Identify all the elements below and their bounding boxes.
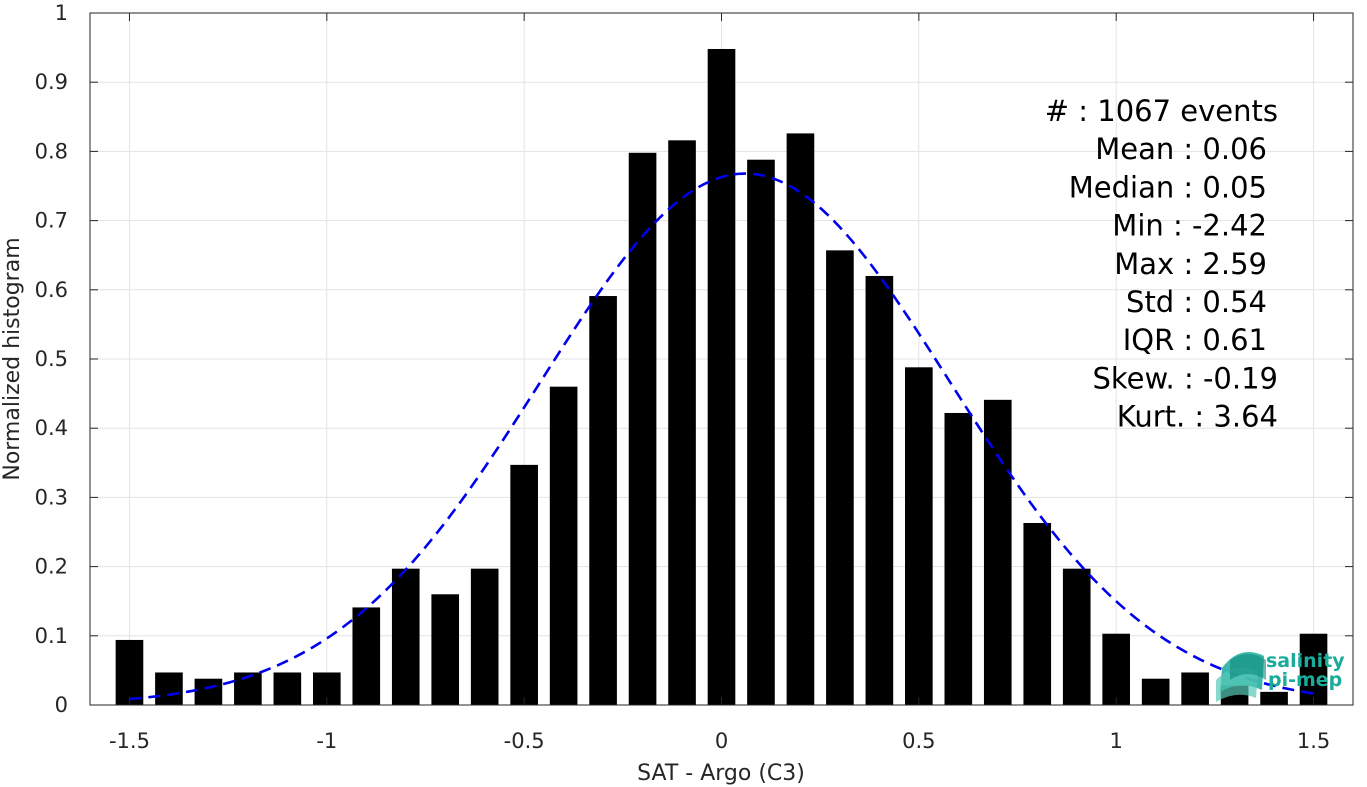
- histogram-bar: [1062, 568, 1091, 705]
- histogram-bar: [1023, 523, 1052, 705]
- histogram-bar: [668, 140, 696, 705]
- stat-line: Min : -2.42: [1112, 209, 1267, 243]
- logo-line1: salinity: [1266, 650, 1345, 672]
- y-tick-label: 0: [55, 693, 68, 717]
- histogram-bar: [1260, 691, 1288, 705]
- x-tick-label: -1.5: [109, 729, 150, 753]
- y-tick-label: 0.4: [35, 416, 68, 440]
- histogram-bar: [115, 639, 144, 705]
- stat-line: Median : 0.05: [1069, 170, 1267, 204]
- stat-line: Kurt. : 3.64: [1117, 400, 1278, 434]
- x-axis-ticks: -1.5 -1 -0.5 0 0.5 1 1.5: [109, 13, 1330, 753]
- y-tick-label: 0.2: [35, 555, 68, 579]
- histogram-bar: [905, 367, 933, 705]
- histogram-bar: [944, 412, 973, 705]
- salinity-pi-mep-logo: salinity pi-mep: [1216, 650, 1345, 702]
- x-tick-label: 1.5: [1297, 729, 1330, 753]
- histogram-bar: [628, 152, 657, 705]
- y-tick-label: 0.9: [35, 70, 68, 94]
- histogram-bar: [194, 678, 223, 705]
- gaussian-fit-line: [129, 172, 1314, 701]
- histogram-bar: [273, 672, 302, 705]
- histogram-bar: [352, 607, 381, 705]
- y-tick-label: 1: [55, 1, 68, 25]
- y-tick-label: 0.3: [35, 485, 68, 509]
- histogram-bar: [549, 386, 578, 705]
- x-tick-label: 0.5: [902, 729, 935, 753]
- histogram-bar: [391, 568, 420, 705]
- stat-line: IQR : 0.61: [1123, 323, 1267, 357]
- histogram-bar: [707, 48, 736, 705]
- y-tick-label: 0.8: [35, 139, 68, 163]
- histogram-bar: [747, 159, 775, 706]
- x-axis-label: SAT - Argo (C3): [637, 761, 805, 786]
- y-axis-label: Normalized histogram: [0, 237, 25, 480]
- y-tick-label: 0.7: [35, 209, 68, 233]
- x-tick-label: 0: [715, 729, 728, 753]
- histogram-bar: [589, 296, 617, 705]
- stat-line: Mean : 0.06: [1095, 132, 1267, 166]
- stats-panel: # : 1067 events Mean : 0.06 Median : 0.05 M…: [1045, 94, 1278, 434]
- y-tick-label: 0.1: [35, 624, 68, 648]
- logo-line2: pi-mep: [1268, 669, 1342, 691]
- y-axis-ticks: 0 0.1 0.2 0.3 0.4 0.5 0.6 0.7 0.8 0.9 1: [35, 1, 1353, 717]
- histogram-bar: [983, 399, 1012, 705]
- histogram-bar: [1181, 672, 1209, 705]
- histogram-bar: [470, 568, 499, 705]
- stat-line: Skew. : -0.19: [1092, 361, 1278, 395]
- logo-waves-icon: [1216, 652, 1266, 702]
- x-tick-label: -0.5: [504, 729, 545, 753]
- histogram-bar: [826, 250, 854, 705]
- y-tick-label: 0.6: [35, 278, 68, 302]
- histogram-bar: [786, 133, 815, 705]
- histogram-bar: [865, 275, 894, 705]
- bars: [115, 48, 1328, 706]
- stat-line: Std : 0.54: [1126, 285, 1267, 319]
- stat-line: Max : 2.59: [1114, 247, 1267, 281]
- stat-line: # : 1067 events: [1045, 94, 1278, 128]
- y-tick-label: 0.5: [35, 347, 68, 371]
- x-tick-label: 1: [1110, 729, 1123, 753]
- histogram-bar: [431, 594, 460, 705]
- x-tick-label: -1: [316, 729, 337, 753]
- histogram-bar: [1141, 678, 1170, 705]
- histogram-bar: [155, 672, 183, 705]
- histogram-bar: [1102, 633, 1131, 705]
- histogram-bar: [510, 464, 538, 705]
